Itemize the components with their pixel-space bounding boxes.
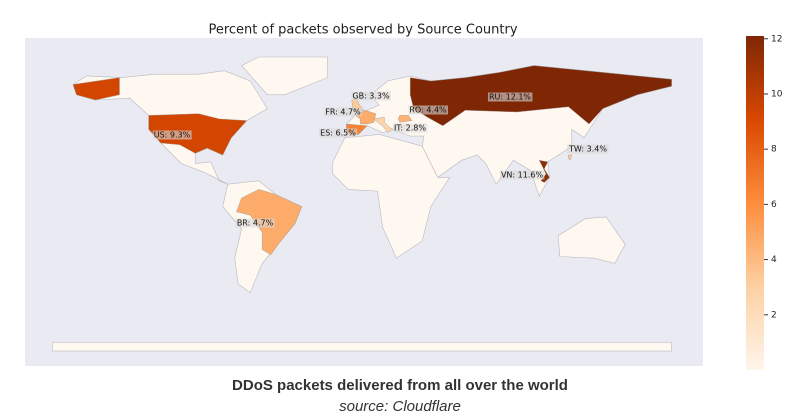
colorbar-tick-label: 2: [771, 310, 777, 320]
source: source: Cloudflare: [339, 398, 461, 414]
country: [538, 159, 550, 183]
colorbar-axis: 2 4 6 8 10 12: [764, 34, 783, 320]
label-box: [408, 105, 449, 115]
country-label: RO: 4.4%: [409, 106, 447, 115]
caption: DDoS packets delivered from all over the…: [232, 377, 568, 394]
colorbar-tick-label: 8: [771, 145, 777, 155]
country: [373, 116, 394, 133]
label-box: [567, 144, 609, 154]
country-label: FR: 4.7%: [325, 108, 361, 117]
colorbar-tick-label: 4: [771, 255, 777, 265]
label-box: [487, 92, 533, 102]
label-box: [351, 91, 392, 101]
label-box: [319, 128, 358, 138]
label-box: [393, 123, 428, 133]
country-label: US: 9.3%: [154, 131, 191, 140]
land-mass: [241, 56, 328, 96]
land-mass: [557, 216, 626, 264]
land-mass: [52, 342, 672, 352]
colorbar-tick-label: 12: [771, 34, 782, 44]
colorbar: [746, 36, 764, 370]
label-box: [152, 130, 192, 140]
land-mass: [332, 134, 451, 259]
country-label: IT: 2.8%: [394, 124, 426, 133]
country-label: BR: 4.7%: [237, 219, 274, 228]
country-label: VN: 11.6%: [501, 171, 544, 180]
country-label: ES: 6.5%: [320, 129, 356, 138]
label-box: [499, 170, 545, 180]
country-label: RU: 12.1%: [489, 93, 531, 102]
chart-title: Percent of packets observed by Source Co…: [208, 23, 517, 38]
colorbar-tick-label: 10: [771, 89, 783, 99]
country: [72, 77, 120, 101]
country-label: GB: 3.3%: [352, 92, 390, 101]
country: [568, 154, 573, 161]
country-label: TW: 3.4%: [568, 145, 607, 154]
colorbar-tick-label: 6: [771, 200, 777, 210]
country: [397, 115, 413, 123]
country: [410, 65, 672, 127]
labels: RU: 12.1% VN: 11.6% US: 9.3% ES: 6.5% FR: 4.…: [152, 91, 609, 228]
country: [148, 113, 248, 156]
label-box: [324, 107, 363, 117]
label-box: [235, 218, 275, 228]
